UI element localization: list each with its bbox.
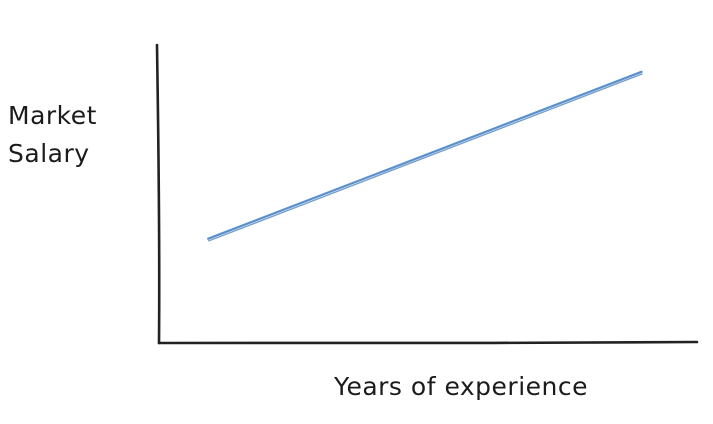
- y-axis-label-line-2: Salary: [8, 139, 90, 168]
- y-axis-label-line-1: Market: [8, 101, 97, 130]
- y-axis: [155, 43, 161, 345]
- series-line-0-sketch-stroke: [208, 73, 643, 242]
- axes: [155, 43, 699, 345]
- series-group: [207, 70, 643, 242]
- x-axis: [157, 340, 699, 345]
- x-axis-label: Years of experience: [334, 372, 589, 401]
- series-line-0: [207, 70, 643, 240]
